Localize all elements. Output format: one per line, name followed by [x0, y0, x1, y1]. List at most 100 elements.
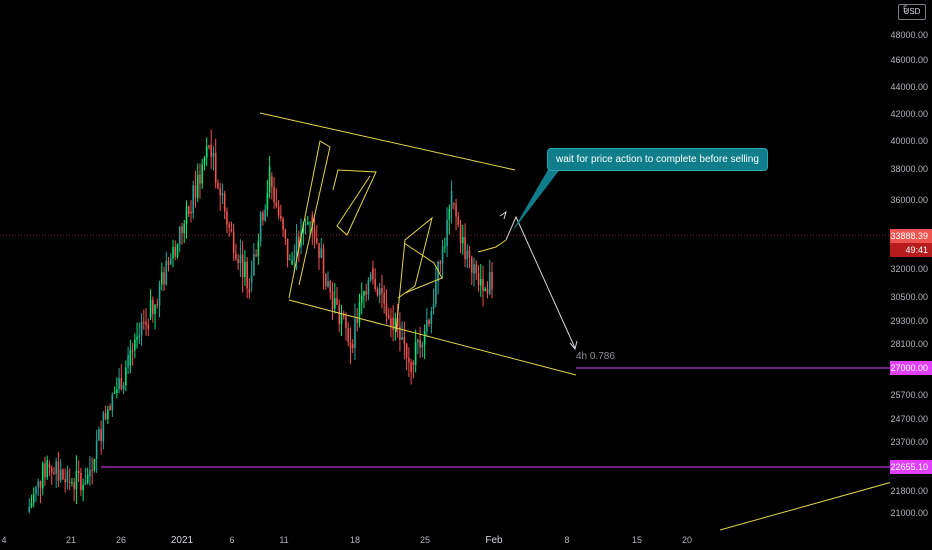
horizontal-levels [0, 234, 890, 468]
candle [149, 299, 152, 318]
consolidation-lines [477, 239, 507, 253]
annotation-callout[interactable]: wait for price action to complete before… [547, 148, 768, 171]
time-tick-label: 2021 [171, 535, 194, 546]
candle [268, 166, 271, 193]
candle [253, 254, 255, 276]
candle [394, 318, 397, 331]
candle [419, 339, 421, 348]
candle [241, 254, 244, 277]
time-tick-label: 8 [564, 535, 569, 545]
current-price-badge: 33888.39 [890, 231, 928, 241]
candle [336, 298, 338, 305]
candle [91, 469, 93, 471]
price-axis[interactable]: 48000.00 46000.00 44000.00 42000.00 40000.00… [890, 0, 932, 550]
candle [250, 275, 253, 283]
candle [30, 502, 33, 507]
current-price-badge-bg [890, 229, 932, 243]
candle [365, 291, 368, 295]
candle [405, 343, 408, 358]
candle [210, 144, 213, 157]
candle [266, 192, 269, 210]
candle [327, 281, 329, 287]
candle [174, 246, 177, 257]
candle [262, 212, 264, 221]
price-axis-bg [890, 0, 932, 550]
candle [286, 238, 289, 261]
price-badges: 33888.39 49:41 27000.00 22655.10 [890, 229, 932, 474]
candle [385, 303, 388, 316]
candle [199, 174, 201, 184]
candle [181, 226, 183, 234]
candle [399, 326, 401, 340]
candle [444, 245, 446, 247]
candle [127, 355, 129, 368]
candle [75, 470, 78, 490]
candle [244, 261, 246, 277]
candle [39, 481, 42, 489]
projection-path [505, 215, 576, 349]
candle [372, 268, 374, 280]
price-tick-label: 36000.00 [890, 195, 928, 205]
candle [381, 287, 383, 294]
candle [230, 229, 233, 232]
candle [369, 274, 372, 280]
candle [259, 212, 262, 242]
candle [37, 481, 40, 487]
candle [311, 215, 314, 230]
candle [363, 291, 365, 296]
candle [136, 337, 138, 340]
candle [122, 385, 125, 390]
candle [80, 472, 82, 491]
candle [488, 271, 491, 294]
candle [147, 324, 150, 329]
candle [151, 299, 154, 315]
candle [479, 279, 482, 286]
candle [277, 206, 280, 216]
candle [237, 259, 239, 264]
candle [185, 206, 188, 224]
candle [203, 157, 206, 165]
candle [116, 389, 118, 393]
candle [342, 314, 345, 317]
level-badge: 22655.10 [890, 462, 928, 472]
candle [484, 288, 487, 292]
candle [435, 281, 437, 304]
candle [41, 463, 44, 489]
candle [102, 413, 105, 442]
candle [214, 152, 217, 184]
price-tick-label: 42000.00 [890, 109, 928, 119]
time-tick-label: 11 [279, 535, 288, 545]
candle [176, 243, 179, 257]
candle [284, 229, 287, 239]
candle [466, 250, 469, 260]
candle [421, 344, 424, 348]
candle [410, 362, 412, 372]
level-badge-bg [890, 361, 932, 375]
candle [378, 287, 381, 296]
candle [196, 174, 199, 198]
candle [441, 246, 444, 264]
price-tick-label: 30500.00 [890, 292, 928, 302]
candle [298, 236, 300, 248]
flag-pattern [395, 216, 433, 333]
currency-badge[interactable]: USD [898, 4, 926, 20]
candle [167, 260, 170, 266]
candle [232, 231, 235, 254]
candle [208, 145, 210, 148]
candle [302, 224, 305, 233]
price-tick-label: 44000.00 [890, 82, 928, 92]
candle [169, 258, 172, 265]
candle [107, 409, 109, 420]
candle [82, 484, 84, 491]
candle [183, 223, 186, 234]
candle [201, 164, 204, 184]
candle [356, 319, 359, 323]
candle [125, 367, 127, 386]
candle [273, 187, 275, 203]
candle [315, 238, 318, 244]
time-axis[interactable]: 4 21 26 2021 6 11 18 25 Feb 8 15 20 [0, 532, 890, 550]
candle [347, 328, 350, 343]
time-tick-label: Feb [485, 535, 503, 546]
candle [190, 211, 192, 214]
